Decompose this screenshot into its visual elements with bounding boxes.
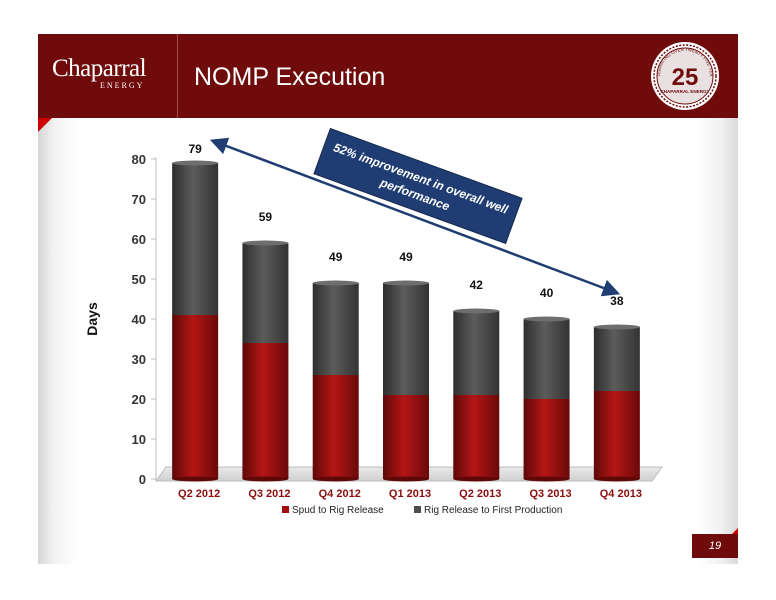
bar-segment-rig-release [453, 311, 500, 395]
bar-base [593, 476, 640, 482]
bar-total-label: 79 [188, 142, 202, 156]
bar-cap [383, 280, 429, 286]
y-tick-label: 30 [132, 352, 146, 367]
y-tick-label: 0 [139, 472, 146, 487]
slide-header: Chaparral ENERGY NOMP Execution CELEBRAT… [38, 34, 738, 118]
bar-cap [242, 240, 289, 246]
bar-segment-rig-release [383, 283, 429, 395]
bar-segment-rig-release [172, 163, 219, 315]
bar-segment-spud [172, 315, 219, 479]
bar-base [312, 476, 359, 482]
bar-base [383, 476, 429, 482]
y-tick-label: 60 [132, 232, 146, 247]
improvement-callout: 52% improvement in overall wellperforman… [313, 127, 523, 245]
bar-segment-spud [312, 375, 359, 479]
callout-box [313, 127, 523, 245]
bar-cap [312, 280, 359, 286]
y-axis-label: Days [84, 302, 100, 336]
bar-cap [453, 308, 500, 314]
x-tick-label: Q1 2013 [389, 488, 431, 500]
header-divider [177, 34, 178, 118]
bar-total-label: 42 [470, 278, 484, 292]
page-number: 19 [692, 534, 738, 558]
bar-base [172, 476, 219, 482]
anniversary-seal-icon: CELEBRATING OVER TWENTY FIVE YEARS 25 CH… [650, 41, 719, 110]
bar-base [242, 476, 289, 482]
bar-segment-rig-release [523, 319, 570, 399]
bar-total-label: 49 [399, 250, 413, 264]
logo-name: Chaparral [52, 55, 147, 82]
y-tick-label: 40 [132, 312, 146, 327]
y-tick-label: 50 [132, 272, 146, 287]
logo-subtext: ENERGY [100, 81, 145, 90]
bar-total-label: 59 [259, 210, 273, 224]
seal-number: 25 [672, 64, 699, 91]
y-tick-label: 80 [132, 152, 146, 167]
bar-segment-spud [242, 343, 289, 479]
x-tick-label: Q3 2013 [529, 488, 571, 500]
bar-base [523, 476, 570, 482]
x-tick-label: Q2 2012 [178, 488, 220, 500]
bar-base [453, 476, 500, 482]
bar-total-label: 38 [610, 294, 624, 308]
bar-total-label: 49 [329, 250, 343, 264]
bar-segment-rig-release [593, 327, 640, 391]
y-tick-label: 20 [132, 392, 146, 407]
bar-segment-spud [593, 391, 640, 479]
legend-label: Rig Release to First Production [424, 505, 562, 516]
bar-cap [523, 316, 570, 322]
legend-label: Spud to Rig Release [292, 505, 384, 516]
bar-total-label: 40 [540, 286, 554, 300]
x-tick-label: Q4 2012 [319, 488, 361, 500]
improvement-arrow [209, 137, 621, 297]
legend-swatch [414, 506, 421, 513]
chaparral-logo: Chaparral ENERGY [52, 54, 170, 98]
x-tick-label: Q4 2013 [600, 488, 642, 500]
bar-segment-spud [383, 395, 429, 479]
bar-segment-rig-release [312, 283, 359, 375]
bar-segment-rig-release [242, 243, 289, 343]
bar-cap [593, 324, 640, 330]
slide-title: NOMP Execution [194, 63, 386, 91]
corner-accent-left [38, 118, 52, 132]
bar-segment-spud [453, 395, 500, 479]
y-tick-label: 10 [132, 432, 146, 447]
y-tick-label: 70 [132, 192, 146, 207]
bar-segment-spud [523, 399, 570, 479]
bar-cap [172, 160, 219, 166]
x-tick-label: Q2 2013 [459, 488, 501, 500]
seal-text: CHAPARRAL ENERGY [660, 89, 709, 94]
x-tick-label: Q3 2012 [248, 488, 290, 500]
legend-swatch [282, 506, 289, 513]
